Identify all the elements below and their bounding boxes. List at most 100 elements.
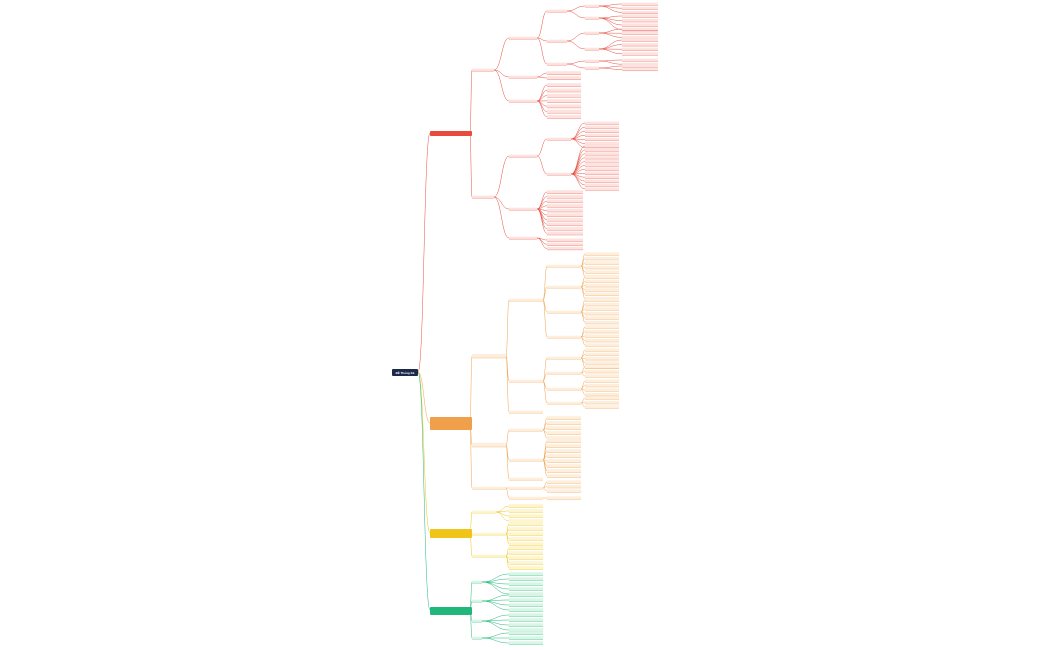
topic-red-1-0-0[interactable] [546,137,572,141]
topic-yellow-2-1[interactable] [508,551,544,555]
topic-green-1-3[interactable] [508,608,544,612]
topic-yellow-0-0[interactable] [508,504,544,508]
topic-orange-0-1-2-3[interactable] [584,392,620,397]
topic-orange-2-1[interactable] [508,496,544,500]
topic-green-3-0[interactable] [508,631,544,635]
topic-orange-1-1-5[interactable] [546,464,582,468]
topic-orange-0-1-0-2[interactable] [584,357,620,361]
topic-yellow-2-4[interactable] [508,566,544,570]
topic-orange-0-0-0-4[interactable] [584,270,620,274]
topic-red-1-0-0-0[interactable] [584,121,620,125]
topic-red-1-0-1[interactable] [546,172,572,176]
topic-red-1-0-1-6[interactable] [584,167,620,171]
topic-red-0-1[interactable] [508,75,538,79]
topic-orange-2-0-0[interactable] [546,480,582,484]
topic-red-1-1-8[interactable] [546,227,584,231]
topic-orange-0-0-1-2[interactable] [584,284,620,288]
topic-orange-0-0-2-0[interactable] [584,298,620,302]
topic-red-0-0-0[interactable] [546,9,568,13]
topic-red-0-0-1-1-0[interactable] [621,38,659,42]
topic-orange-0-0-3-1[interactable] [584,329,620,334]
topic-orange-0-1-0-3[interactable] [584,361,620,365]
topic-red-1-1-5[interactable] [546,213,584,217]
topic-orange-1-1-2[interactable] [546,449,582,453]
topic-orange-1[interactable] [471,442,507,448]
topic-green-0-2[interactable] [508,582,544,586]
topic-orange-0-0-2-5[interactable] [584,320,620,325]
topic-red-1-0-0-4[interactable] [584,137,620,141]
topic-orange-0-1-2-2[interactable] [584,388,620,392]
topic-red-1-0-1-3[interactable] [584,156,620,160]
topic-orange-0-1-1[interactable] [546,371,582,375]
topic-red-1-0[interactable] [508,154,538,158]
topic-yellow-0-3[interactable] [508,519,544,523]
topic-red-0-1-1[interactable] [546,76,582,80]
topic-green-0-0[interactable] [508,572,544,576]
topic-orange-0-0-2-2[interactable] [584,307,620,311]
topic-orange-0-0-2-3[interactable] [584,311,620,316]
topic-red-1-0-1-9[interactable] [584,179,620,183]
topic-red-1-0-1-0[interactable] [584,144,620,148]
topic-red-1-0-1-8[interactable] [584,175,620,179]
topic-red-0-0[interactable] [508,36,538,40]
branch-topic-yellow[interactable] [430,529,472,539]
topic-orange-0-1-2-0[interactable] [584,379,620,383]
topic-red-1-0-0-3[interactable] [584,133,620,137]
topic-yellow-1-0[interactable] [508,522,544,526]
topic-red-1[interactable] [471,195,495,199]
topic-yellow-0-1[interactable] [508,509,544,513]
topic-orange-1-0-2[interactable] [546,426,582,430]
topic-red-0-0-2[interactable] [546,62,568,66]
topic-green-1-1[interactable] [508,598,544,602]
topic-orange-0-0-3-0[interactable] [584,325,620,329]
topic-orange-1-2[interactable] [508,477,544,481]
topic-red-1-0-1-5[interactable] [584,164,620,168]
topic-orange-0-0-2-1[interactable] [584,302,620,307]
topic-red-1-1-0[interactable] [546,190,584,194]
topic-red-1-1[interactable] [508,207,538,211]
topic-red-1-0-0-5[interactable] [584,142,620,146]
topic-red-1-1-6[interactable] [546,217,584,222]
topic-orange-0-0-2[interactable] [546,310,582,314]
topic-orange-0-0-0[interactable] [546,264,582,268]
topic-green-1-2[interactable] [508,603,544,607]
topic-orange-1-0-4[interactable] [546,436,582,440]
topic-red-0-0-2-1-1[interactable] [621,68,659,71]
topic-red-1-0-0-2[interactable] [584,129,620,133]
topic-red-1-2-2[interactable] [546,246,584,250]
topic-red-1-1-4[interactable] [546,208,584,213]
topic-green-2[interactable] [471,619,483,623]
topic-red-0-0-1-1-1[interactable] [621,42,659,47]
topic-orange-0-1-2-1[interactable] [584,383,620,388]
topic-orange-0-0-1-3[interactable] [584,288,620,292]
topic-red-0-0-1[interactable] [546,39,568,43]
topic-orange-1-0-1[interactable] [546,421,582,425]
topic-red-1-0-0-1[interactable] [584,125,620,129]
topic-yellow-1-3[interactable] [508,537,544,541]
topic-green-2-1[interactable] [508,618,544,622]
topic-orange-2[interactable] [471,486,507,490]
topic-red-0-0-1-1-2[interactable] [621,47,659,51]
topic-green-2-2[interactable] [508,623,544,627]
topic-red-1-0-1-4[interactable] [584,160,620,164]
topic-green-0-1[interactable] [508,577,544,581]
topic-red-0-0-0-0[interactable] [584,4,600,8]
topic-red-1-0-1-1[interactable] [584,148,620,152]
root-topic[interactable]: ĐỀ Thống Kê [392,369,418,376]
branch-topic-orange[interactable] [430,417,472,431]
topic-green-1[interactable] [471,599,483,603]
topic-red-0-2-3[interactable] [546,99,582,103]
topic-red-0-1-0[interactable] [546,71,582,75]
topic-yellow-0[interactable] [471,510,497,514]
topic-red-0-0-0-0-1[interactable] [621,6,659,10]
topic-orange-1-1-3[interactable] [546,454,582,458]
topic-red-0-2-1[interactable] [546,88,582,93]
topic-orange-1-1-6[interactable] [546,469,582,473]
topic-red-1-0-1-7[interactable] [584,171,620,175]
topic-red-0-2-2[interactable] [546,93,582,98]
branch-topic-red[interactable] [430,131,472,137]
topic-red-0-2-5[interactable] [546,109,582,114]
topic-orange-1-1-7[interactable] [546,474,582,478]
topic-green-2-0[interactable] [508,613,544,617]
topic-orange-1-1-4[interactable] [546,459,582,463]
